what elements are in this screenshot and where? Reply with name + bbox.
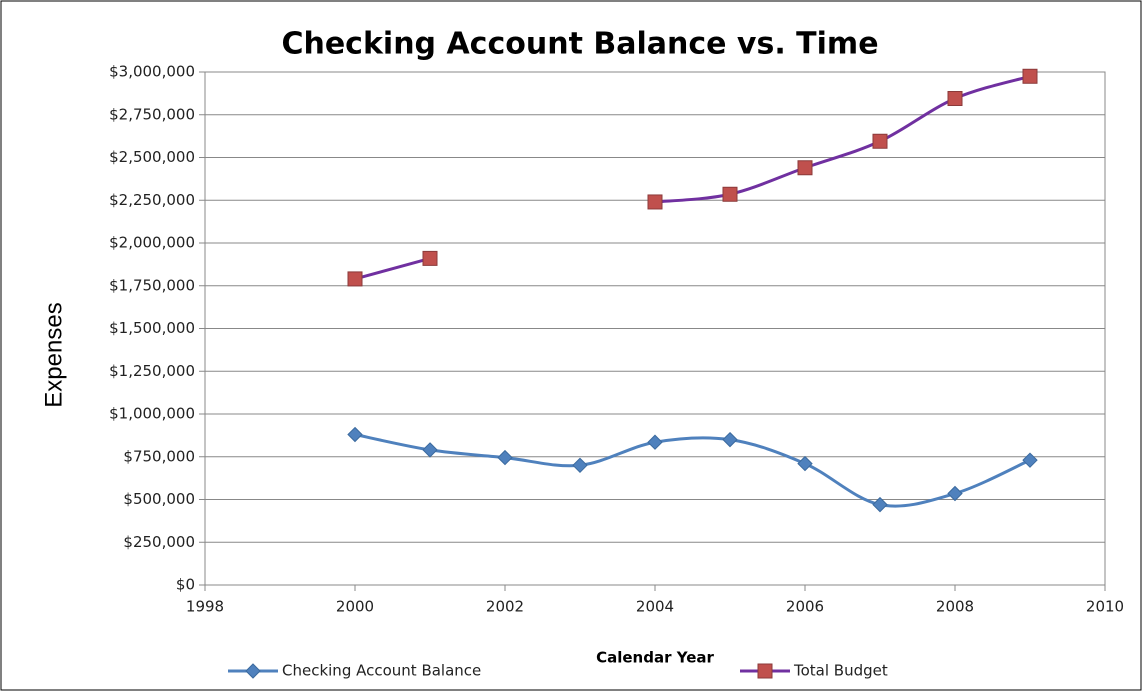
marker [1022,68,1038,84]
marker [497,449,513,466]
y-tick-label: $500,000 [123,490,195,508]
marker [872,496,888,513]
marker [947,91,963,107]
marker [647,434,663,450]
y-tick-label: $0 [176,576,195,594]
y-tick-label: $2,500,000 [109,148,195,166]
x-tick-label: 2004 [636,598,674,616]
marker [422,250,438,266]
x-tick-label: 2002 [486,598,524,616]
y-tick-label: $1,750,000 [109,276,195,294]
y-tick-label: $3,000,000 [109,63,195,81]
marker [722,431,738,448]
x-tick-label: 2000 [336,598,374,616]
legend-label: Total Budget [793,662,888,680]
y-tick-label: $2,250,000 [109,191,195,209]
x-tick-label: 2008 [936,598,974,616]
y-tick-label: $1,250,000 [109,362,195,380]
y-tick-label: $2,750,000 [109,105,195,123]
marker [872,133,888,149]
chart-title: Checking Account Balance vs. Time [281,27,878,62]
marker [347,426,363,443]
marker [572,457,588,474]
marker [1022,452,1038,468]
y-tick-label: $1,000,000 [109,405,195,423]
x-axis-title: Calendar Year [596,649,714,667]
y-tick-label: $750,000 [123,447,195,465]
series-line [354,433,1031,508]
marker [347,271,363,287]
marker [647,194,663,210]
y-axis-title: Expenses [40,302,67,407]
marker [797,455,813,472]
legend-label: Checking Account Balance [282,662,481,680]
y-tick-label: $2,000,000 [109,234,195,252]
y-tick-label: $1,500,000 [109,319,195,337]
marker [422,442,438,458]
marker [757,663,773,679]
y-tick-label: $250,000 [123,533,195,551]
x-tick-label: 2006 [786,598,824,616]
marker [947,485,963,502]
marker [722,186,738,202]
x-tick-label: 1998 [186,598,224,616]
x-tick-label: 2010 [1086,598,1124,616]
marker [245,663,261,679]
marker [797,160,813,176]
